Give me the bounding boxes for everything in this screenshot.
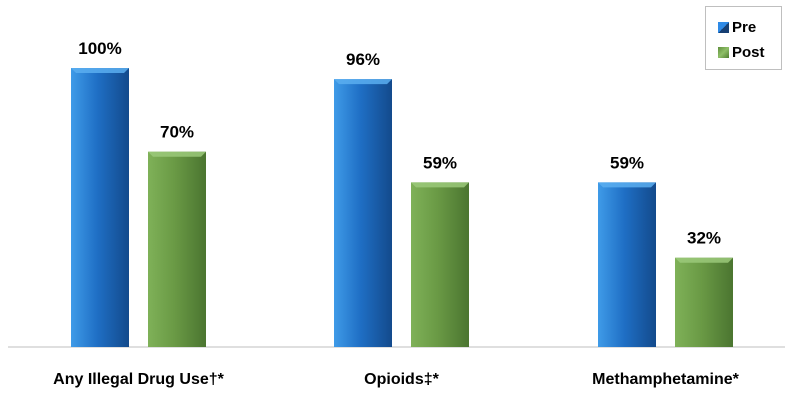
legend-label-pre: Pre (732, 19, 757, 36)
bar-post-2 (675, 257, 733, 347)
data-label-pre-2: 59% (610, 153, 644, 172)
legend-item-post: Post (718, 44, 765, 61)
bar-bevel-pre-0 (71, 68, 129, 73)
bar-bevel-post-2 (675, 257, 733, 263)
bar-bevel-pre-2 (598, 182, 656, 188)
category-label-2: Methamphetamine* (592, 371, 739, 388)
bar-post-1 (411, 182, 469, 347)
data-label-post-0: 70% (160, 123, 194, 142)
data-label-post-2: 32% (687, 229, 721, 248)
bar-pre-2 (598, 182, 656, 347)
legend-swatch-post (718, 47, 729, 58)
data-label-pre-0: 100% (78, 39, 121, 58)
data-label-pre-1: 96% (346, 50, 380, 69)
legend-label-post: Post (732, 44, 765, 61)
legend: Pre Post (705, 6, 782, 70)
legend-item-pre: Pre (718, 19, 756, 36)
category-label-0: Any Illegal Drug Use†* (53, 371, 224, 388)
bar-bevel-pre-1 (334, 79, 392, 85)
bar-post-0 (148, 151, 206, 347)
category-label-1: Opioids‡* (364, 371, 439, 388)
bar-bevel-post-0 (148, 151, 206, 157)
legend-swatch-pre (718, 22, 729, 33)
bar-pre-0 (71, 68, 129, 347)
data-label-post-1: 59% (423, 153, 457, 172)
bar-bevel-post-1 (411, 182, 469, 188)
bar-pre-1 (334, 79, 392, 347)
